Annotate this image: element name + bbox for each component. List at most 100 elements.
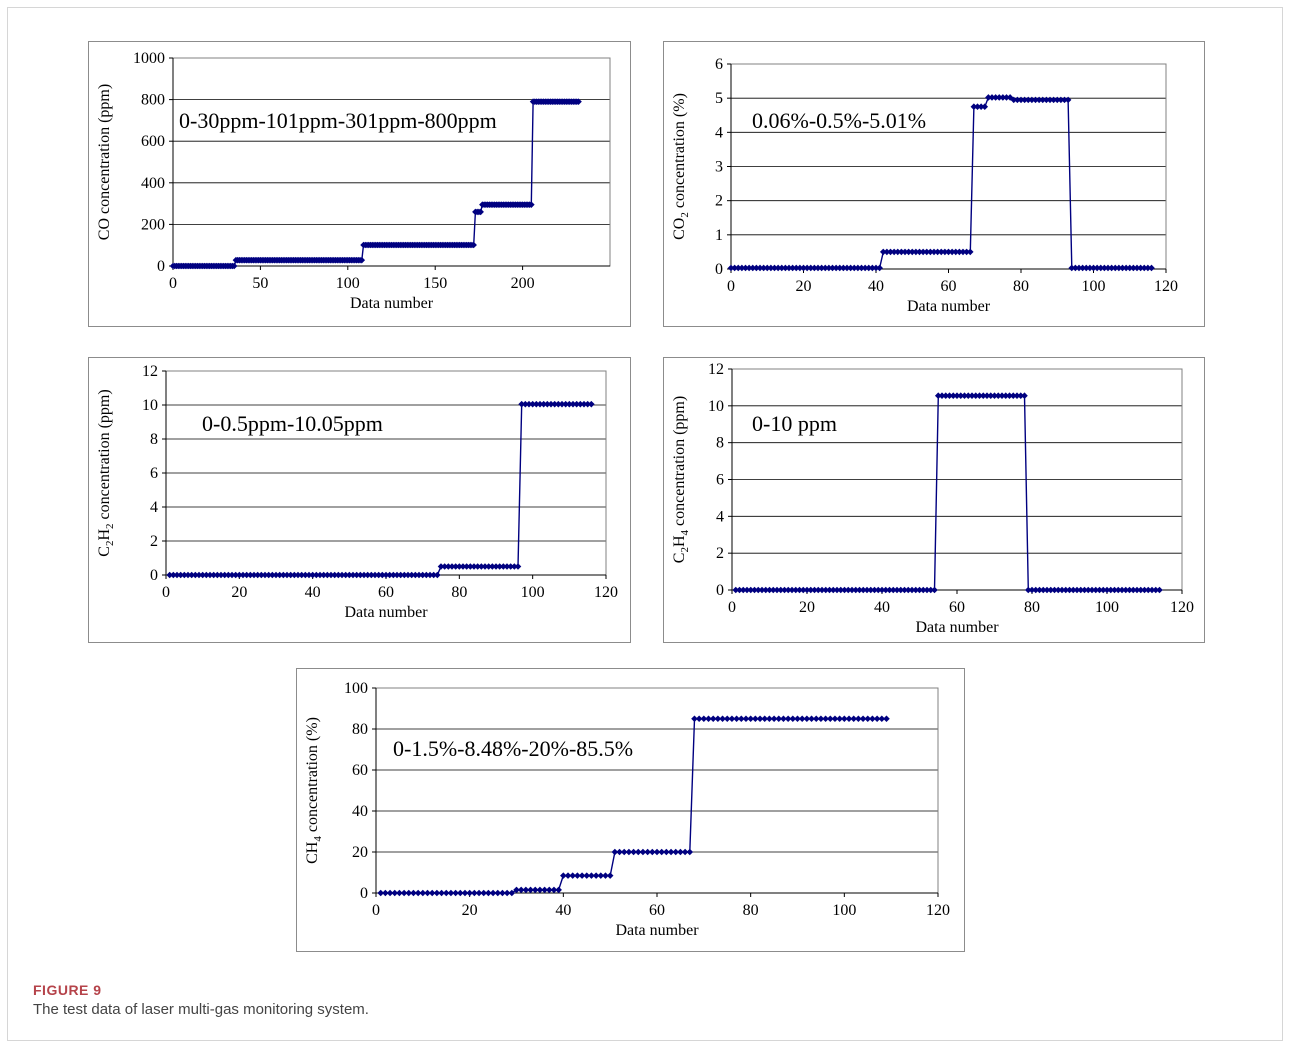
x-tick-label: 60	[378, 584, 394, 601]
y-tick-label: 0	[150, 567, 158, 584]
plot-area	[173, 58, 610, 266]
x-tick-label: 100	[1082, 278, 1106, 295]
y-tick-label: 0	[715, 261, 723, 278]
data-point	[876, 265, 883, 272]
y-axis-label: C2H2 concentration (ppm)	[96, 389, 116, 556]
chart-annotation: 0-1.5%-8.48%-20%-85.5%	[393, 736, 633, 761]
y-tick-label: 600	[141, 133, 165, 150]
data-point	[967, 249, 974, 256]
x-tick-label: 80	[1013, 278, 1029, 295]
chart-panel-co: 0 200 400 600 800 1000 0 50 100 150 200 Data number…	[88, 41, 631, 327]
y-tick-label: 0	[157, 258, 165, 275]
data-point	[686, 849, 693, 856]
y-tick-label: 0	[716, 582, 724, 599]
chart-panel-ch4: 0 20 40 60 80 100 0 20 40 60 80 100 120 Data number CH…	[296, 668, 965, 952]
y-tick-label: 400	[141, 175, 165, 192]
y-tick-label: 4	[715, 124, 723, 141]
chart-annotation: 0.06%-0.5%-5.01%	[752, 108, 926, 133]
y-tick-label: 40	[352, 803, 368, 820]
y-axis-label: CO2 concentration (%)	[671, 93, 691, 240]
x-axis-label: Data number	[907, 298, 991, 315]
x-tick-label: 200	[511, 275, 535, 292]
y-tick-label: 800	[141, 92, 165, 109]
x-tick-label: 150	[423, 275, 447, 292]
x-axis-label: Data number	[344, 604, 428, 621]
data-point	[588, 401, 595, 408]
y-tick-label: 4	[716, 508, 724, 525]
x-tick-label: 20	[799, 599, 815, 616]
figure-label: FIGURE 9	[33, 982, 369, 998]
y-tick-label: 60	[352, 762, 368, 779]
y-tick-label: 1	[715, 227, 723, 244]
x-tick-label: 120	[926, 902, 950, 919]
x-tick-label: 20	[231, 584, 247, 601]
chart-annotation: 0-0.5ppm-10.05ppm	[202, 411, 383, 436]
data-point	[1156, 587, 1163, 594]
x-tick-label: 100	[832, 902, 856, 919]
data-point	[981, 103, 988, 110]
x-tick-label: 60	[941, 278, 957, 295]
y-tick-label: 4	[150, 499, 158, 516]
chart-panel-c2h4: 0 2 4 6 8 10 12 0 20 40 60 80 100 120 Data number C2H4 …	[663, 357, 1205, 643]
x-tick-label: 20	[796, 278, 812, 295]
x-tick-label: 40	[868, 278, 884, 295]
x-tick-label: 0	[169, 275, 177, 292]
y-tick-label: 1000	[133, 50, 165, 67]
x-axis-label: Data number	[615, 922, 699, 939]
y-tick-label: 2	[716, 545, 724, 562]
data-point	[434, 572, 441, 579]
x-tick-label: 80	[1024, 599, 1040, 616]
x-tick-label: 50	[252, 275, 268, 292]
x-tick-label: 0	[372, 902, 380, 919]
data-point	[1021, 392, 1028, 399]
y-tick-label: 20	[352, 844, 368, 861]
x-tick-label: 0	[728, 599, 736, 616]
chart-annotation: 0-10 ppm	[752, 411, 837, 436]
x-tick-label: 100	[1095, 599, 1119, 616]
y-axis-label: CH4 concentration (%)	[304, 717, 324, 864]
data-point	[555, 887, 562, 894]
x-tick-label: 40	[305, 584, 321, 601]
y-tick-label: 8	[150, 431, 158, 448]
x-tick-label: 40	[555, 902, 571, 919]
y-tick-label: 0	[360, 885, 368, 902]
x-axis-label: Data number	[915, 619, 999, 636]
y-tick-label: 10	[142, 397, 158, 414]
x-tick-label: 20	[462, 902, 478, 919]
data-point	[883, 715, 890, 722]
chart-ch4: 0204060801000 20 40 60 80 100 120Data numberCH…	[297, 669, 966, 953]
x-tick-label: 40	[874, 599, 890, 616]
x-axis-label: Data number	[350, 295, 434, 312]
y-tick-label: 2	[715, 193, 723, 210]
data-point	[1148, 265, 1155, 272]
y-tick-label: 6	[715, 56, 723, 73]
x-tick-label: 0	[727, 278, 735, 295]
figure-caption: FIGURE 9 The test data of laser multi-ga…	[33, 982, 369, 1018]
x-tick-label: 100	[521, 584, 545, 601]
y-tick-label: 100	[344, 680, 368, 697]
chart-annotation: 0-30ppm-101ppm-301ppm-800ppm	[179, 108, 497, 133]
chart-panel-c2h2: 0 2 4 6 8 10 12 0 20 40 60 80 100 120 Data number C2H2 …	[88, 357, 631, 643]
chart-co: 0 200 400 600 800 1000 0 50 100 150 200 Data number…	[89, 42, 632, 328]
y-tick-label: 2	[150, 533, 158, 550]
y-tick-label: 10	[708, 398, 724, 415]
y-tick-label: 6	[150, 465, 158, 482]
data-point	[607, 872, 614, 879]
x-tick-label: 60	[949, 599, 965, 616]
x-tick-label: 80	[451, 584, 467, 601]
x-tick-label: 120	[1154, 278, 1178, 295]
data-point	[931, 587, 938, 594]
chart-panel-co2: 0 1 2 3 4 5 6 0 20 40 60 80 100 120 Data number CO2 con…	[663, 41, 1205, 327]
x-tick-label: 100	[336, 275, 360, 292]
y-axis-label: CO concentration (ppm)	[96, 84, 113, 240]
y-tick-label: 6	[716, 472, 724, 489]
y-tick-label: 12	[708, 361, 724, 378]
y-tick-label: 12	[142, 363, 158, 380]
y-tick-label: 8	[716, 435, 724, 452]
chart-c2h2: 0246810120 20 40 60 80 100 120Data numberC2H2 …	[89, 358, 632, 644]
data-point	[515, 563, 522, 570]
y-tick-label: 3	[715, 159, 723, 176]
x-tick-label: 80	[743, 902, 759, 919]
data-point	[1065, 97, 1072, 104]
y-tick-label: 80	[352, 721, 368, 738]
